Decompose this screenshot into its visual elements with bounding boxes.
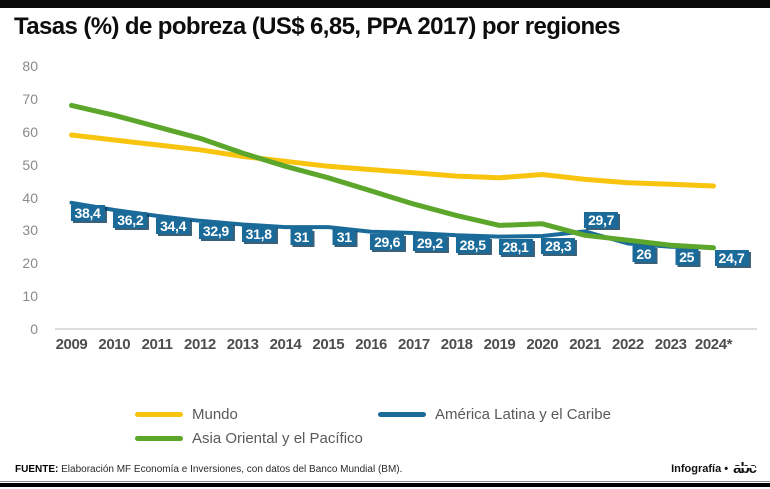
bottom-rule bbox=[0, 481, 770, 482]
x-tick-2017: 2017 bbox=[398, 336, 430, 353]
data-label-2023: 25 bbox=[675, 248, 699, 265]
x-tick-2011: 2011 bbox=[141, 336, 173, 353]
legend-item-america-latina-caribe: América Latina y el Caribe bbox=[378, 405, 611, 423]
x-tick-2022: 2022 bbox=[612, 336, 644, 353]
mundo-line-icon bbox=[135, 411, 183, 417]
x-tick-2010: 2010 bbox=[98, 336, 131, 353]
data-label-2011: 34,4 bbox=[156, 217, 191, 234]
data-label-2013: 31,8 bbox=[241, 226, 276, 243]
data-label-2010: 36,2 bbox=[113, 211, 148, 228]
y-tick-20: 20 bbox=[22, 255, 38, 272]
source-label: FUENTE: bbox=[15, 464, 59, 475]
legend-item-mundo: Mundo bbox=[135, 405, 238, 423]
x-tick-2018: 2018 bbox=[440, 336, 473, 353]
x-tick-2021: 2021 bbox=[569, 336, 601, 353]
data-label-2024: 24,7 bbox=[714, 249, 749, 266]
data-label-2015: 31 bbox=[332, 229, 356, 246]
data-label-2020: 28,3 bbox=[541, 237, 576, 254]
credit-text: Infografía • bbox=[671, 462, 729, 475]
top-border-bar bbox=[0, 0, 770, 8]
x-tick-2016: 2016 bbox=[355, 336, 387, 353]
x-tick-2020: 2020 bbox=[526, 336, 559, 353]
asia-oriental-line-icon bbox=[135, 435, 183, 441]
x-tick-2024: 2024* bbox=[694, 336, 733, 353]
x-tick-2013: 2013 bbox=[226, 336, 259, 353]
y-tick-70: 70 bbox=[22, 90, 38, 107]
x-tick-2012: 2012 bbox=[184, 336, 216, 353]
data-label-2018: 28,5 bbox=[455, 237, 490, 254]
page-title: Tasas (%) de pobreza (US$ 6,85, PPA 2017… bbox=[14, 13, 621, 40]
legend-label-america-latina-caribe: América Latina y el Caribe bbox=[435, 405, 611, 423]
bottom-border-bar bbox=[0, 483, 770, 487]
x-tick-2015: 2015 bbox=[312, 336, 345, 353]
x-tick-2014: 2014 bbox=[269, 336, 302, 353]
source-text: Elaboración MF Economía e Inversiones, c… bbox=[61, 464, 403, 475]
abc-logo: abc bbox=[733, 460, 757, 477]
y-tick-60: 60 bbox=[22, 123, 38, 140]
series-line-mundo bbox=[69, 132, 716, 189]
america-latina-line-icon bbox=[378, 411, 426, 417]
y-tick-80: 80 bbox=[22, 58, 38, 74]
y-tick-50: 50 bbox=[22, 156, 38, 173]
data-label-2012: 32,9 bbox=[198, 222, 233, 239]
data-label-2019: 28,1 bbox=[498, 238, 533, 255]
legend-label-mundo: Mundo bbox=[192, 405, 238, 423]
credit: Infografía • abc bbox=[671, 460, 757, 477]
data-label-2017: 29,2 bbox=[412, 235, 447, 251]
x-tick-2009: 2009 bbox=[55, 336, 88, 353]
data-label-2016: 29,6 bbox=[370, 233, 405, 250]
x-tick-2023: 2023 bbox=[654, 336, 687, 353]
y-tick-30: 30 bbox=[22, 222, 38, 239]
data-label-2021: 29,7 bbox=[584, 212, 619, 229]
legend-label-asia-oriental-pacifico: Asia Oriental y el Pacífico bbox=[192, 429, 363, 447]
x-tick-2019: 2019 bbox=[483, 336, 516, 353]
legend-item-asia-oriental-pacifico: Asia Oriental y el Pacífico bbox=[135, 429, 363, 447]
data-label-2014: 31 bbox=[290, 229, 313, 246]
y-tick-40: 40 bbox=[22, 189, 38, 206]
data-label-2009: 38,4 bbox=[70, 204, 105, 221]
source-note: FUENTE: Elaboración MF Economía e Invers… bbox=[15, 464, 402, 475]
data-label-2022: 26 bbox=[632, 245, 656, 262]
y-tick-10: 10 bbox=[22, 288, 38, 305]
y-tick-0: 0 bbox=[30, 321, 38, 337]
